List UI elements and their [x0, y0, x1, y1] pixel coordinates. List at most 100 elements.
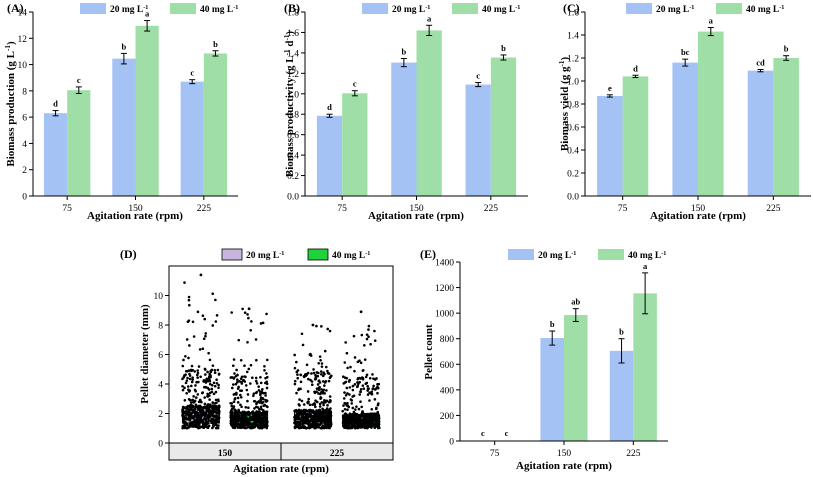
y-tick-label: 4 — [22, 140, 27, 150]
data-point — [237, 414, 241, 417]
bar-75-s1 — [597, 95, 623, 196]
data-point — [345, 386, 349, 390]
data-point — [230, 311, 233, 314]
data-point — [188, 344, 191, 347]
data-point — [189, 413, 193, 416]
data-point — [369, 342, 372, 346]
data-point — [193, 420, 196, 424]
legend-label-2: 40 mg L-1 — [200, 5, 238, 15]
data-point — [191, 378, 194, 381]
bar-150-s1 — [672, 62, 698, 196]
data-point — [307, 400, 310, 404]
significance-letter: c — [77, 75, 81, 85]
data-point — [357, 421, 361, 425]
data-point — [299, 380, 303, 384]
legend-swatch-2 — [716, 3, 742, 14]
data-point — [367, 419, 370, 423]
data-point — [326, 404, 329, 407]
data-point — [373, 413, 376, 416]
bar-75-s1 — [43, 113, 68, 196]
data-point — [201, 426, 205, 429]
data-point — [297, 413, 300, 417]
data-point — [295, 360, 298, 364]
data-point — [185, 392, 188, 395]
data-point — [201, 419, 204, 422]
point-cloud-225-s1 — [293, 323, 333, 430]
data-point — [211, 413, 214, 416]
data-point — [371, 387, 375, 390]
data-point — [241, 307, 244, 311]
data-point — [262, 411, 266, 415]
data-point — [325, 421, 328, 424]
data-point — [190, 364, 194, 368]
data-point — [304, 409, 308, 412]
data-point — [365, 414, 369, 418]
data-point — [341, 421, 345, 425]
panel-a: (A) d c 75 b a 150 c b 225 0 2 4 6 8 10 12 14 Biomass prod… — [4, 1, 238, 222]
data-point — [351, 384, 355, 388]
data-point — [297, 408, 301, 412]
data-point — [217, 386, 220, 390]
data-point — [198, 408, 202, 411]
data-point — [361, 377, 365, 381]
data-point — [377, 422, 381, 426]
data-point — [302, 409, 306, 413]
data-point — [186, 407, 190, 411]
data-point — [263, 369, 266, 372]
data-point — [324, 401, 327, 404]
data-point — [352, 334, 356, 338]
data-point — [188, 374, 192, 377]
data-point — [233, 372, 236, 375]
data-point — [351, 406, 355, 410]
data-point — [352, 394, 356, 398]
data-point — [326, 327, 330, 331]
data-point — [306, 390, 310, 393]
data-point — [230, 422, 234, 425]
legend: 20 mg L-1 40 mg L-1 — [626, 3, 784, 15]
data-point — [313, 426, 316, 430]
data-point — [181, 388, 185, 392]
data-point — [256, 411, 260, 414]
y-tick-label: 400 — [440, 386, 455, 396]
data-point — [329, 421, 333, 425]
data-point — [182, 358, 185, 362]
data-point — [233, 408, 237, 412]
data-point — [326, 371, 330, 375]
data-point — [328, 415, 332, 419]
data-point — [203, 412, 207, 416]
data-point — [321, 418, 324, 422]
data-point — [361, 384, 365, 387]
data-point — [231, 383, 235, 386]
x-tick-label: 150 — [128, 204, 143, 214]
data-point — [351, 419, 354, 423]
data-point — [265, 312, 268, 316]
data-point — [358, 393, 361, 396]
data-point — [208, 409, 212, 412]
legend-swatch-1 — [362, 3, 388, 14]
x-axis-label: Agitation rate (rpm) — [87, 210, 183, 222]
x-tick-label: 150 — [691, 204, 706, 214]
data-point — [319, 419, 322, 423]
data-point — [254, 376, 258, 380]
bar-150-s1 — [112, 58, 136, 197]
data-point — [206, 392, 209, 396]
data-point — [375, 423, 379, 427]
data-point — [308, 353, 312, 356]
data-point — [365, 373, 369, 377]
legend-label-1: 20 mg L-1 — [392, 5, 430, 15]
data-point — [296, 425, 300, 429]
data-point — [247, 406, 250, 410]
y-tick-label: 4 — [158, 381, 163, 391]
data-point — [375, 377, 378, 380]
data-point — [357, 382, 360, 386]
data-point — [307, 426, 311, 430]
max-point — [247, 307, 251, 311]
data-point — [307, 377, 310, 381]
data-point — [359, 388, 363, 391]
data-point — [318, 423, 322, 427]
data-point — [257, 385, 260, 388]
data-point — [313, 403, 317, 406]
data-point — [348, 386, 352, 389]
data-point — [254, 379, 258, 383]
